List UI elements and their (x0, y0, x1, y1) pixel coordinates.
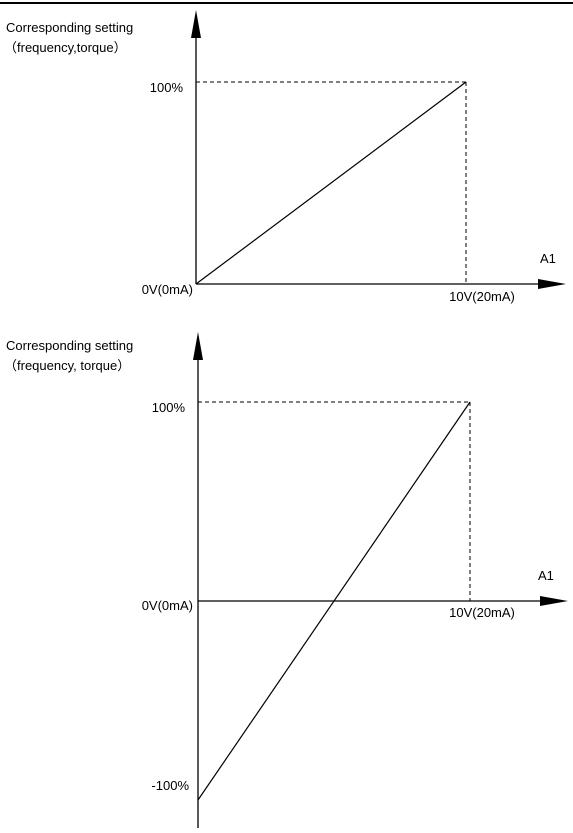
chart-2-x-tick-max: 10V(20mA) (449, 605, 515, 620)
chart-1-x-tick-origin: 0V(0mA) (142, 282, 193, 297)
chart-2-y-tick-100: 100% (152, 400, 186, 415)
chart-2-y-tick-neg100: -100% (151, 778, 189, 793)
chart-2-series-line (197, 401, 471, 801)
chart-2-x-axis-arrow (540, 596, 568, 606)
chart-2-x-axis-label: A1 (538, 568, 554, 583)
chart-2-y-axis-label: Corresponding setting (6, 338, 133, 353)
chart-1-y-axis-arrow (191, 10, 201, 38)
chart-1: Corresponding setting （frequency,torque）… (4, 10, 566, 304)
chart-1-series-line (195, 81, 467, 285)
chart-1-y-tick-100: 100% (150, 80, 184, 95)
chart-2-y-axis-sublabel: （frequency, torque） (4, 358, 130, 373)
chart-2-y-axis-arrow (193, 332, 203, 360)
page-top-rule (0, 2, 573, 4)
chart-1-y-axis-label: Corresponding setting (6, 20, 133, 35)
chart-1-y-axis-sublabel: （frequency,torque） (4, 40, 127, 55)
chart-2: Corresponding setting （frequency, torque… (4, 332, 568, 828)
chart-1-x-tick-max: 10V(20mA) (449, 289, 515, 304)
chart-1-x-axis-arrow (538, 279, 566, 289)
chart-2-x-tick-origin: 0V(0mA) (142, 598, 193, 613)
chart-1-x-axis-label: A1 (540, 251, 556, 266)
